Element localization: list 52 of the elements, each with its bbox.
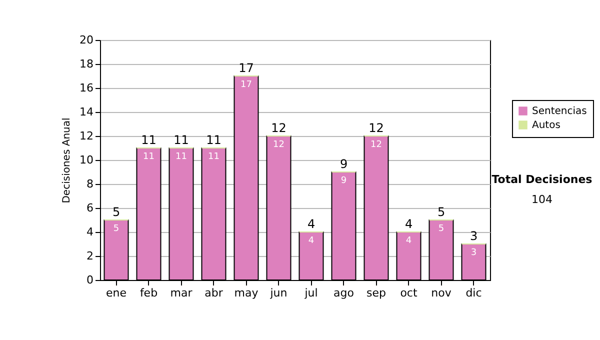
y-tick-label: 8 [86, 178, 94, 190]
y-tick-label: 2 [86, 250, 94, 262]
total-label: 4 [307, 217, 316, 231]
total-label: 12 [271, 121, 286, 135]
x-tick-label: sep [366, 286, 386, 300]
x-tick-label: ene [106, 286, 127, 300]
data-label: 4 [308, 236, 314, 246]
y-tick-label: 10 [80, 154, 94, 166]
total-label: 3 [470, 229, 478, 243]
y-tick-label: 18 [80, 58, 94, 70]
x-tick-label: mar [170, 286, 193, 300]
x-tick-label: dic [466, 286, 482, 300]
data-label: 5 [438, 224, 444, 234]
y-tick-label: 12 [80, 130, 94, 142]
total-label: 5 [437, 205, 446, 219]
data-label: 9 [340, 176, 347, 186]
total-label: 17 [238, 61, 254, 75]
y-axis-title: Decisiones Anual [62, 118, 73, 204]
y-tick-label: 0 [86, 274, 94, 286]
total-label: 5 [112, 205, 120, 219]
x-tick-label: ago [334, 286, 354, 300]
total-label: 11 [174, 133, 189, 147]
y-tick-label: 20 [80, 34, 94, 46]
x-tick-label: feb [140, 286, 158, 300]
total-label: 11 [206, 133, 222, 147]
y-tick-label: 4 [86, 226, 94, 238]
total-label: 12 [368, 121, 384, 135]
total-label: 11 [141, 133, 156, 147]
x-tick-label: abr [204, 286, 224, 300]
data-label: 12 [273, 140, 284, 150]
x-tick-label: may [234, 286, 259, 300]
data-label: 11 [208, 152, 220, 162]
x-tick-label: jun [269, 286, 288, 300]
legend-label: Autos [532, 120, 560, 131]
data-label: 3 [470, 248, 477, 258]
legend-label: Sentencias [532, 106, 587, 117]
text: 104 [530, 192, 554, 208]
total-label: 4 [404, 217, 413, 231]
data-label: 5 [113, 224, 120, 234]
y-tick-label: 14 [80, 106, 94, 118]
y-tick-label: 16 [80, 82, 94, 94]
data-label: 12 [370, 140, 382, 150]
x-tick-label: nov [431, 286, 452, 300]
text: Total Decisiones [490, 172, 594, 188]
data-label: 11 [143, 152, 154, 162]
data-label: 17 [240, 80, 252, 90]
total-label: 9 [340, 157, 348, 171]
x-tick-label: jul [304, 286, 318, 300]
data-label: 4 [406, 236, 412, 246]
data-label: 11 [176, 152, 187, 162]
y-tick-label: 6 [86, 202, 94, 214]
x-tick-label: oct [400, 286, 418, 300]
